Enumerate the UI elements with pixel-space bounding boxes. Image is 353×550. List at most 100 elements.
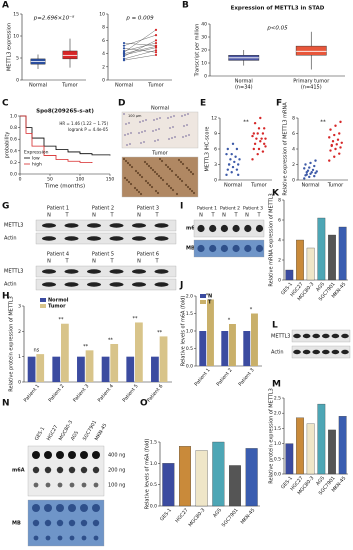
- dot: [229, 158, 232, 161]
- dot: [252, 147, 255, 151]
- pair-point: [122, 41, 126, 45]
- dot: [225, 152, 228, 156]
- dot: [238, 158, 241, 161]
- blot-dot: [92, 466, 100, 474]
- ihc-cell: [166, 165, 170, 169]
- y-tick-label: 6: [278, 218, 281, 224]
- dot: [304, 163, 307, 166]
- y-tick-label: 0.5: [186, 346, 193, 352]
- blot-band: [312, 333, 321, 339]
- dot-blot: [27, 445, 105, 497]
- lane-label: N: [137, 259, 141, 265]
- ihc-cell: [159, 117, 161, 119]
- dot: [264, 145, 267, 148]
- y-tick-label: 3: [18, 304, 21, 310]
- blot-dot: [93, 535, 99, 541]
- patient-label: Patient 3: [243, 206, 263, 212]
- ihc-cell: [154, 140, 156, 142]
- dot: [335, 143, 338, 146]
- ihc-cell: [126, 161, 130, 165]
- significance: **: [157, 330, 163, 336]
- ihc-cell: [168, 167, 172, 171]
- blot-dot: [255, 244, 264, 253]
- bar: [328, 429, 336, 475]
- dot: [261, 132, 265, 135]
- y-axis-label: Relative expression of METTL3 mRNA: [283, 102, 289, 196]
- blot-band: [132, 269, 146, 274]
- blot-band: [109, 269, 124, 274]
- lane-label: T: [154, 259, 159, 265]
- blot-band: [87, 269, 101, 274]
- blot-dot: [69, 482, 75, 488]
- ihc-cell: [152, 130, 154, 132]
- ihc-cell: [164, 163, 168, 167]
- pair-point: [122, 51, 126, 54]
- bar: [229, 324, 236, 366]
- image-label: Normal: [151, 106, 169, 112]
- blot-dot: [92, 451, 100, 459]
- ihc-cell: [126, 144, 128, 146]
- bar: [285, 269, 294, 281]
- ihc-cell: [149, 166, 153, 170]
- blot-band: [64, 269, 79, 274]
- dot: [310, 171, 313, 174]
- y-tick-label: 5: [16, 56, 19, 62]
- ihc-cell: [179, 160, 183, 164]
- bar: [229, 465, 241, 507]
- dot: [331, 140, 335, 143]
- y-tick-label: 0.5: [274, 456, 281, 462]
- y-tick-label: 4: [102, 51, 105, 57]
- x-tick-label: Normal: [115, 83, 133, 89]
- dot: [235, 147, 239, 151]
- dot: [328, 159, 331, 162]
- dot: [303, 167, 306, 170]
- pair-point: [154, 39, 158, 42]
- panel-letter: A: [2, 1, 9, 11]
- bar: [27, 356, 36, 382]
- dot: [225, 173, 228, 177]
- blot-band: [64, 223, 79, 228]
- chart-title: Spo8(209265-s-at): [36, 109, 94, 115]
- lane-label: N: [222, 213, 226, 219]
- ihc-cell: [155, 129, 157, 131]
- y-tick-label: 0.0: [10, 172, 17, 178]
- ihc-cell: [145, 119, 147, 121]
- y-tick-label: 1: [18, 354, 21, 360]
- dot: [237, 163, 240, 166]
- ihc-cell: [124, 159, 128, 163]
- blot-band: [154, 282, 169, 287]
- y-tick-label: 10: [13, 34, 19, 40]
- ihc-cell: [167, 184, 171, 188]
- blot-dot: [45, 535, 51, 541]
- x-tick-label: Patient 5: [121, 383, 139, 403]
- ihc-cell: [181, 162, 185, 166]
- blot-dot: [81, 535, 87, 541]
- dot: [309, 161, 312, 165]
- ihc-cell: [187, 113, 189, 115]
- x-tick-label: MGC80-3: [188, 507, 207, 528]
- ihc-cell: [158, 128, 160, 130]
- x-tick-label: 50: [47, 177, 53, 183]
- legend-swatch: [40, 304, 46, 308]
- significance: **: [59, 317, 65, 323]
- dot: [314, 159, 317, 162]
- legend-label: high: [32, 162, 42, 168]
- blot-dot: [68, 519, 76, 527]
- ihc-cell: [133, 186, 137, 190]
- lane-label: T: [109, 259, 114, 265]
- protein-label: METTL3: [4, 223, 23, 229]
- annotation: p=2.696×10⁻⁸: [33, 15, 75, 22]
- ihc-cell: [140, 175, 144, 179]
- blot-band: [331, 333, 340, 339]
- blot-band: [302, 349, 311, 355]
- ihc-cell: [157, 139, 159, 141]
- blot-dot: [232, 244, 240, 253]
- blot-dot: [56, 504, 64, 512]
- pair-line: [123, 42, 157, 52]
- bar: [101, 356, 110, 382]
- x-tick-label: Normal: [224, 183, 242, 189]
- panel-letter: L: [272, 321, 278, 331]
- blot-band: [87, 223, 101, 228]
- x-tick-label: Patient 6: [146, 383, 164, 403]
- annotation: HR = 1.46 (1.22 − 1.75): [59, 121, 108, 126]
